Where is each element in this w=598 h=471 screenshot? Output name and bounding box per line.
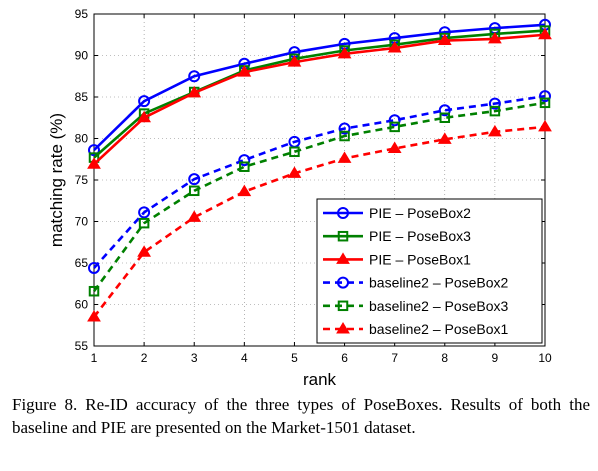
y-axis-label: matching rate (%) xyxy=(47,113,66,247)
legend-marker xyxy=(337,276,349,289)
series-line xyxy=(92,125,546,318)
legend-label: baseline2 – PoseBox2 xyxy=(369,275,509,291)
legend-marker xyxy=(337,300,349,312)
data-point xyxy=(488,124,502,137)
y-tick-label: 85 xyxy=(75,90,89,104)
x-tick-label: 8 xyxy=(441,351,448,365)
data-point xyxy=(87,157,101,169)
data-point xyxy=(437,33,452,46)
x-tick-label: 7 xyxy=(391,351,398,365)
data-point xyxy=(137,245,151,257)
data-point xyxy=(188,173,201,186)
data-point xyxy=(538,27,552,40)
series-baseline2-posebox2 xyxy=(88,90,551,274)
y-tick-label: 80 xyxy=(75,132,89,146)
series-line xyxy=(93,29,546,159)
data-point xyxy=(387,141,402,153)
data-point xyxy=(488,31,502,44)
x-tick-label: 5 xyxy=(291,351,298,365)
data-point xyxy=(237,184,252,197)
data-point xyxy=(337,46,352,59)
data-point xyxy=(488,97,501,110)
data-point xyxy=(538,119,552,132)
data-point xyxy=(337,151,352,163)
data-point xyxy=(188,70,201,83)
data-point xyxy=(238,154,251,167)
series-baseline2-posebox3 xyxy=(88,97,551,297)
x-tick-label: 3 xyxy=(191,351,198,365)
data-point xyxy=(289,146,300,158)
y-tick-label: 70 xyxy=(75,215,89,229)
y-tick-label: 75 xyxy=(75,173,89,187)
legend-label: PIE – PoseBox2 xyxy=(369,205,471,221)
data-point xyxy=(339,130,350,142)
data-point xyxy=(138,206,151,219)
series-baseline2-posebox1 xyxy=(87,119,552,322)
series-layer xyxy=(87,18,552,322)
x-tick-label: 4 xyxy=(241,351,248,365)
legend-label: PIE – PoseBox1 xyxy=(369,251,471,267)
data-point xyxy=(287,55,302,67)
series-line xyxy=(93,94,546,269)
legend-marker xyxy=(337,230,349,242)
data-point xyxy=(187,210,202,222)
data-point xyxy=(88,285,100,297)
legend-marker xyxy=(337,207,349,219)
data-point xyxy=(389,121,400,133)
x-tick-label: 1 xyxy=(91,351,98,365)
series-pie-posebox1 xyxy=(87,27,552,169)
data-point xyxy=(539,97,551,109)
axis-ticks: 1 2 3 4 5 6 7 8 9 10 55 60 65 70 75 80 85 90 95 xyxy=(75,7,552,365)
legend-label: baseline2 – PoseBox1 xyxy=(369,321,509,337)
x-tick-label: 2 xyxy=(141,351,148,365)
y-tick-label: 95 xyxy=(75,7,89,21)
x-axis-label: rank xyxy=(303,370,337,389)
data-point xyxy=(438,104,451,117)
data-point xyxy=(237,65,252,77)
legend-marker xyxy=(336,252,350,264)
data-point xyxy=(187,85,202,98)
data-point xyxy=(138,95,151,108)
data-point xyxy=(88,261,100,274)
legend-label: PIE – PoseBox3 xyxy=(369,228,471,244)
data-point xyxy=(239,161,250,172)
series-line xyxy=(92,101,546,292)
data-point xyxy=(138,217,150,229)
data-point xyxy=(287,166,302,178)
data-point xyxy=(137,110,151,123)
data-point xyxy=(387,41,402,53)
x-tick-label: 10 xyxy=(538,351,552,365)
x-tick-label: 9 xyxy=(492,351,499,365)
y-tick-label: 90 xyxy=(75,49,89,63)
x-tick-label: 6 xyxy=(341,351,348,365)
y-tick-label: 55 xyxy=(75,339,89,353)
legend-label: baseline2 – PoseBox3 xyxy=(369,298,509,314)
data-point xyxy=(338,122,351,135)
data-point xyxy=(489,105,501,117)
data-point xyxy=(437,132,452,144)
legend-box xyxy=(316,198,543,344)
data-point xyxy=(87,309,101,322)
y-tick-label: 60 xyxy=(75,298,89,312)
y-tick-label: 65 xyxy=(75,256,89,270)
data-point xyxy=(88,144,100,157)
data-point xyxy=(388,114,401,127)
series-line xyxy=(93,33,546,166)
data-point xyxy=(188,185,200,197)
figure-caption: Figure 8. Re-ID accuracy of the three ty… xyxy=(12,395,590,437)
data-point xyxy=(439,112,451,123)
legend-marker xyxy=(336,322,350,334)
data-point xyxy=(539,90,551,103)
series-line xyxy=(93,23,546,152)
legend: PIE – PoseBox2 PIE – PoseBox3 PIE – PoseBo… xyxy=(316,198,543,344)
